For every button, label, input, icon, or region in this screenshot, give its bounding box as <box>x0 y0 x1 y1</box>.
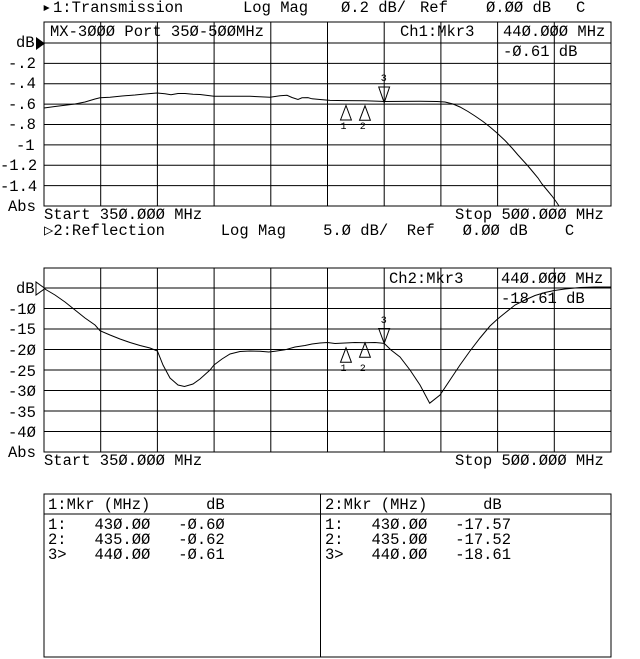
svg-text:2: 2 <box>360 364 366 375</box>
svg-text:3: 3 <box>381 74 387 85</box>
svg-text:1: 1 <box>341 364 347 375</box>
svg-text:3: 3 <box>381 316 387 327</box>
svg-text:1: 1 <box>341 122 347 133</box>
svg-text:2: 2 <box>360 122 366 133</box>
